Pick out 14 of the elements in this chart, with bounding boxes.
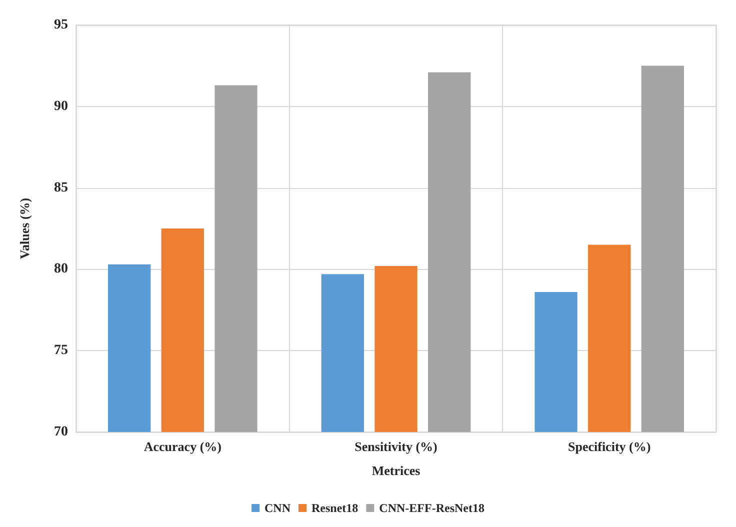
legend-label: CNN-EFF-ResNet18 <box>379 501 484 515</box>
y-tick-label: 80 <box>54 262 68 277</box>
x-tick-label: Specificity (%) <box>568 439 651 454</box>
y-axis-title: Values (%) <box>17 198 32 260</box>
x-tick-label: Sensitivity (%) <box>354 439 438 454</box>
y-tick-label: 70 <box>54 424 68 440</box>
x-axis-title: Metrices <box>372 463 420 478</box>
legend-label: Resnet18 <box>312 501 358 515</box>
y-tick-label: 75 <box>54 343 68 358</box>
legend-label: CNN <box>264 501 291 515</box>
y-tick-label: 85 <box>54 180 68 196</box>
y-tick-label: 90 <box>54 98 68 114</box>
x-tick-label: Accuracy (%) <box>144 439 222 454</box>
y-tick-label: 95 <box>54 18 68 32</box>
